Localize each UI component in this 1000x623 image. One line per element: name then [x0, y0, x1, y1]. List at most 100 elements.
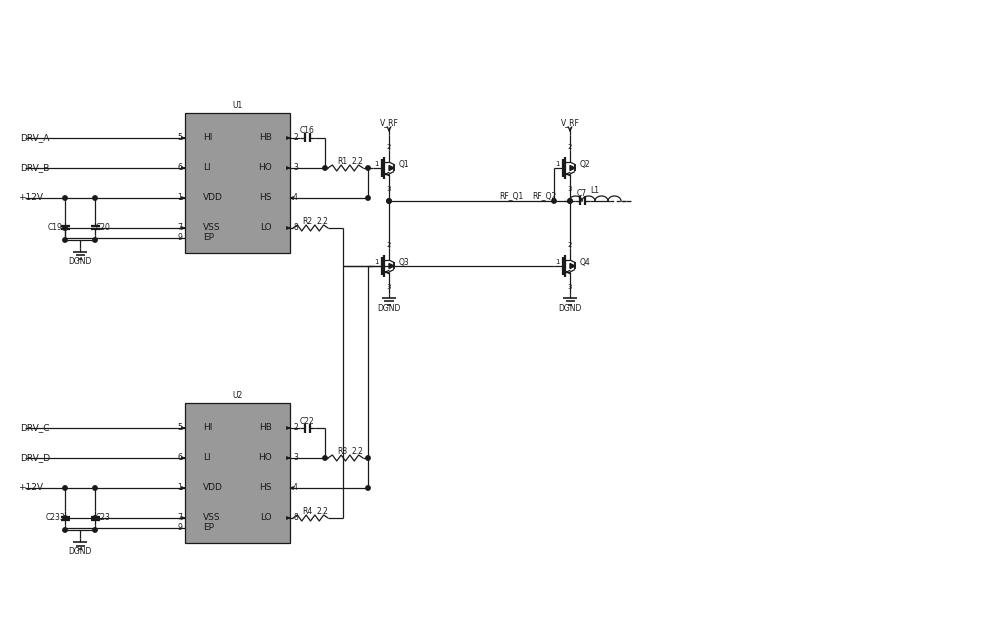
Text: LI: LI [203, 163, 211, 173]
Text: 8: 8 [293, 513, 298, 523]
Text: HB: HB [259, 424, 272, 432]
Circle shape [63, 486, 67, 490]
Circle shape [366, 196, 370, 200]
Text: HS: HS [260, 194, 272, 202]
Text: C16: C16 [300, 126, 314, 135]
Text: 3: 3 [387, 284, 391, 290]
Text: R2: R2 [302, 217, 313, 227]
Circle shape [552, 199, 556, 203]
Text: R1: R1 [337, 158, 348, 166]
Text: 9: 9 [178, 234, 182, 242]
Bar [185, 113, 290, 253]
Text: R4: R4 [302, 508, 313, 516]
Text: 2: 2 [387, 242, 391, 248]
Text: 6: 6 [178, 163, 182, 173]
Text: HI: HI [203, 424, 212, 432]
Text: 4: 4 [293, 194, 298, 202]
Polygon shape [389, 264, 394, 269]
Text: 3: 3 [568, 284, 572, 290]
Text: 2.2: 2.2 [317, 508, 328, 516]
Text: HB: HB [259, 133, 272, 143]
Text: 1: 1 [555, 161, 560, 168]
Text: 1: 1 [178, 483, 182, 493]
Polygon shape [570, 264, 575, 269]
Text: Q3: Q3 [399, 259, 410, 267]
Text: C23: C23 [96, 513, 110, 523]
Circle shape [366, 456, 370, 460]
Text: 2: 2 [568, 144, 572, 150]
Text: 5: 5 [178, 424, 182, 432]
Circle shape [93, 528, 97, 532]
Polygon shape [570, 166, 575, 171]
Circle shape [387, 199, 391, 203]
Text: Q4: Q4 [580, 259, 591, 267]
Circle shape [63, 516, 67, 520]
Text: 2: 2 [293, 133, 298, 143]
Text: LO: LO [260, 513, 272, 523]
Text: 4: 4 [293, 483, 298, 493]
Circle shape [568, 199, 572, 203]
Text: DGND: DGND [68, 548, 92, 556]
Circle shape [63, 528, 67, 532]
Circle shape [93, 196, 97, 200]
Text: C20: C20 [96, 224, 110, 232]
Text: 3: 3 [568, 186, 572, 192]
Text: 2: 2 [568, 242, 572, 248]
Text: VSS: VSS [203, 513, 221, 523]
Circle shape [93, 516, 97, 520]
Circle shape [366, 486, 370, 490]
Circle shape [366, 166, 370, 170]
Text: LI: LI [203, 454, 211, 462]
Circle shape [568, 199, 572, 203]
Text: U2: U2 [232, 391, 243, 401]
Circle shape [63, 226, 67, 231]
Circle shape [323, 166, 327, 170]
Text: DRV_B: DRV_B [20, 163, 49, 173]
Text: L1: L1 [590, 186, 600, 196]
Text: 6: 6 [178, 454, 182, 462]
Circle shape [93, 486, 97, 490]
Text: 2: 2 [387, 144, 391, 150]
Text: VSS: VSS [203, 224, 221, 232]
Text: C22: C22 [300, 417, 314, 426]
Text: HS: HS [260, 483, 272, 493]
Text: C233: C233 [45, 513, 65, 523]
Text: HO: HO [258, 163, 272, 173]
Text: DRV_A: DRV_A [20, 133, 49, 143]
Text: 3: 3 [293, 163, 298, 173]
Text: RF_Q1: RF_Q1 [499, 191, 523, 201]
Text: C19: C19 [48, 224, 62, 232]
Text: HO: HO [258, 454, 272, 462]
Text: 2.2: 2.2 [352, 447, 363, 457]
Text: 2: 2 [293, 424, 298, 432]
Text: EP: EP [203, 523, 214, 533]
Text: DGND: DGND [558, 305, 582, 313]
Text: VDD: VDD [203, 483, 223, 493]
Text: 7: 7 [178, 513, 182, 523]
Circle shape [63, 238, 67, 242]
Text: 7: 7 [178, 224, 182, 232]
Text: 2.2: 2.2 [317, 217, 328, 227]
Text: DGND: DGND [68, 257, 92, 267]
Text: +12V: +12V [18, 483, 43, 493]
Text: +12V: +12V [18, 194, 43, 202]
Text: 1: 1 [555, 260, 560, 265]
Text: 1: 1 [374, 161, 378, 168]
Text: Q2: Q2 [580, 161, 591, 169]
Text: DRV_C: DRV_C [20, 424, 50, 432]
Text: 2.2: 2.2 [352, 158, 363, 166]
Text: 9: 9 [178, 523, 182, 533]
Text: Q1: Q1 [399, 161, 410, 169]
Text: C7: C7 [577, 189, 587, 199]
Text: U1: U1 [232, 102, 243, 110]
Circle shape [63, 196, 67, 200]
Text: LO: LO [260, 224, 272, 232]
Circle shape [387, 199, 391, 203]
Text: 8: 8 [293, 224, 298, 232]
Text: 1: 1 [374, 260, 378, 265]
Circle shape [93, 238, 97, 242]
Text: 3: 3 [293, 454, 298, 462]
Bar [185, 403, 290, 543]
Text: 5: 5 [178, 133, 182, 143]
Text: 1: 1 [178, 194, 182, 202]
